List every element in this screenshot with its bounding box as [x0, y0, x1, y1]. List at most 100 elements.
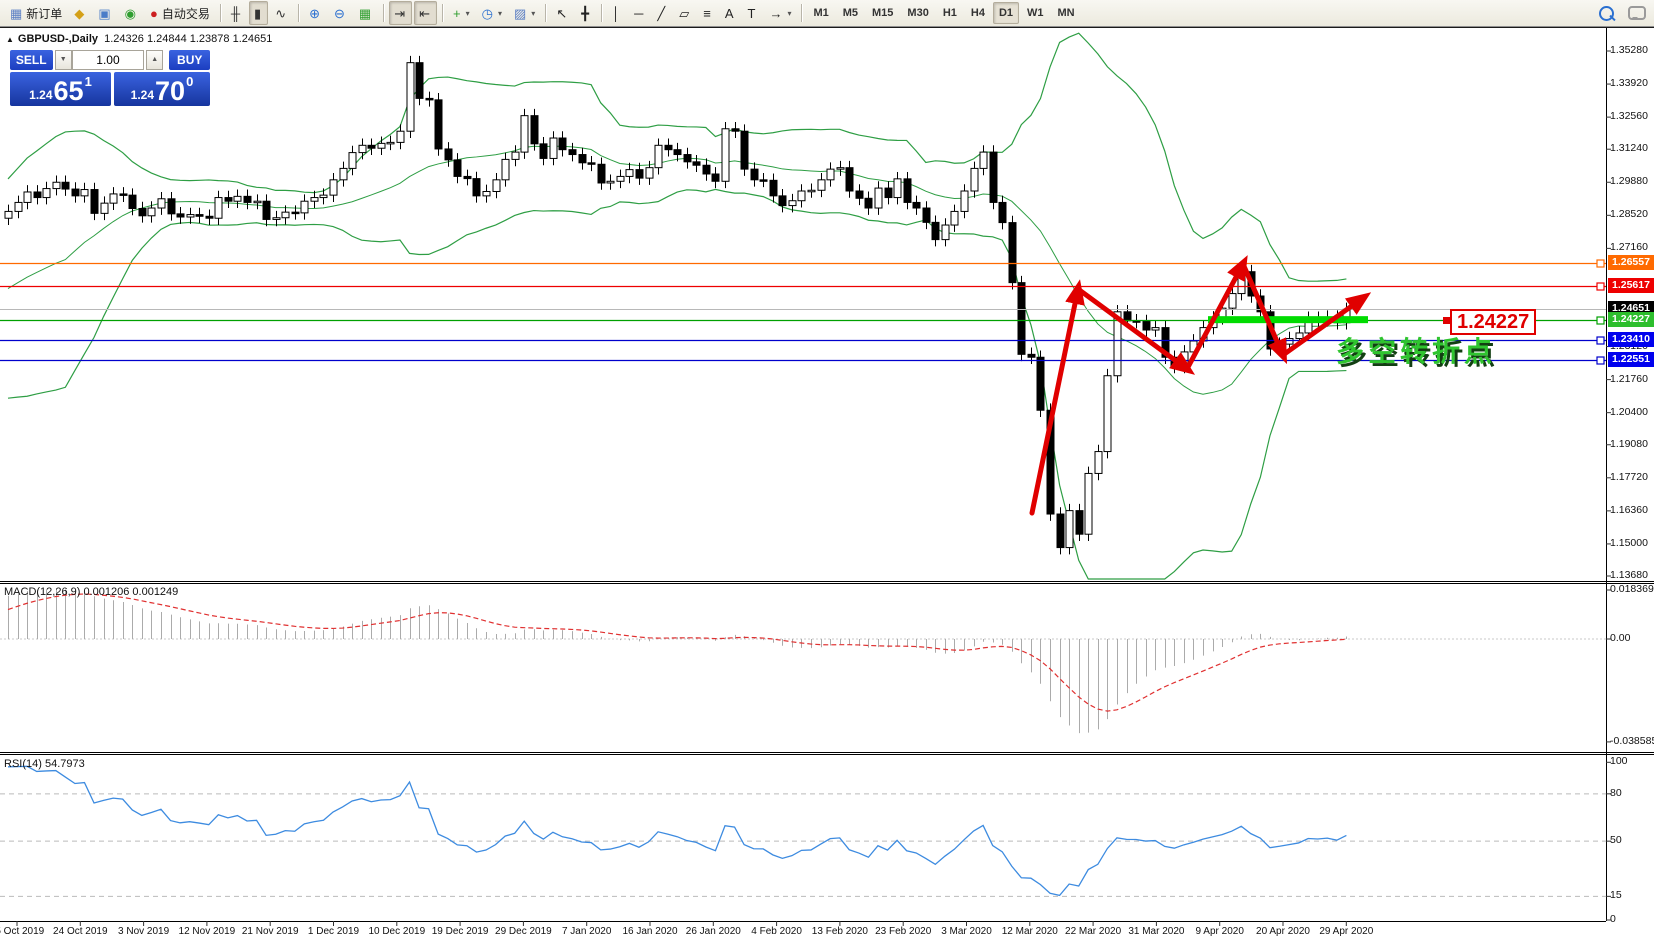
- sell-button[interactable]: SELL: [10, 50, 53, 70]
- toolbar-separator: [383, 4, 385, 22]
- date-tick-label: 4 Feb 2020: [751, 926, 802, 937]
- toolbar: ▦ 新订单 ◆ ▣ ◉ ● 自动交易 ╫ ▮ ∿ ⊕ ⊖ ▦ ⇥ ⇤ + ▾ ◷ ▾ ▨ ▾ ↖ ╋ │ ─ ╱ ▱ ≡ A T → ▾ M1 M…: [0, 0, 1654, 27]
- periods-button[interactable]: ◷ ▾: [477, 1, 507, 25]
- templates-button[interactable]: ▨ ▾: [509, 1, 540, 25]
- trendline-button[interactable]: ╱: [652, 1, 672, 25]
- volume-decrease-button[interactable]: ▼: [54, 50, 72, 70]
- line-chart-icon: ∿: [275, 5, 287, 21]
- timeframe-h1[interactable]: H1: [942, 7, 957, 19]
- indicators-icon: +: [453, 5, 461, 21]
- price-tick-label: 1.13680: [1610, 569, 1648, 581]
- chart-shift-button[interactable]: ⇤: [414, 1, 438, 25]
- sell-price-sup: 1: [84, 74, 92, 89]
- text-tool-button[interactable]: A: [720, 1, 741, 25]
- volume-input[interactable]: [71, 50, 144, 70]
- price-box-anchor: [1443, 317, 1450, 324]
- buy-button[interactable]: BUY: [169, 50, 210, 70]
- signals-icon: ◉: [124, 5, 136, 21]
- timeframe-m15[interactable]: M15: [872, 7, 894, 19]
- buy-price[interactable]: 1.24 70 0: [114, 72, 210, 106]
- text-label-icon: T: [747, 5, 756, 21]
- rsi-tick-label: 15: [1610, 889, 1622, 902]
- autotrading-button[interactable]: ● 自动交易: [149, 5, 210, 21]
- horizontal-line-button[interactable]: ─: [629, 1, 650, 25]
- chart-title: ▲ GBPUSD-,Daily 1.24326 1.24844 1.23878 1…: [6, 33, 272, 45]
- cursor-button[interactable]: ↖: [551, 1, 574, 25]
- collapse-icon[interactable]: ▲: [6, 35, 14, 44]
- timeframe-m1[interactable]: M1: [813, 7, 829, 19]
- date-tick-label: 12 Mar 2020: [1001, 926, 1058, 937]
- one-click-trading-panel: SELL ▼ ▲ BUY 1.24 65 1 1.24 70 0: [10, 50, 210, 106]
- volume-increase-button[interactable]: ▲: [145, 50, 164, 70]
- date-tick-label: 31 Mar 2020: [1128, 926, 1185, 937]
- level-price-label: 1.23410: [1608, 331, 1654, 347]
- new-order-icon: ▦: [10, 5, 23, 21]
- date-tick-label: 3 Mar 2020: [941, 926, 992, 937]
- level-price-label: 1.26557: [1608, 255, 1654, 271]
- indicators-button[interactable]: + ▾: [448, 1, 475, 25]
- price-tick-label: 1.16360: [1610, 503, 1648, 516]
- fibonacci-icon: ≡: [703, 5, 711, 21]
- date-tick-label: 7 Jan 2020: [561, 926, 612, 937]
- sell-price[interactable]: 1.24 65 1: [10, 72, 111, 106]
- price-tick-label: 1.32560: [1610, 110, 1648, 123]
- vertical-line-button[interactable]: │: [607, 1, 627, 25]
- date-tick-label: 22 Mar 2020: [1065, 926, 1122, 937]
- zoom-in-button[interactable]: ⊕: [304, 1, 327, 25]
- zoom-in-icon: ⊕: [309, 5, 321, 21]
- bollinger-upper-band: [7, 32, 1347, 282]
- timeframe-m5[interactable]: M5: [842, 7, 859, 19]
- rsi-tick-label: 100: [1610, 755, 1628, 768]
- zoom-out-button[interactable]: ⊖: [329, 1, 352, 25]
- arrows-tool-icon: →: [769, 5, 783, 21]
- rsi-tick-label: 0: [1610, 913, 1616, 925]
- macd-tick-label: 0.00: [1610, 632, 1631, 644]
- timeframe-m30[interactable]: M30: [907, 7, 929, 19]
- cursor-icon: ↖: [556, 5, 568, 21]
- macd-indicator-label: MACD(12,26,9) 0.001206 0.001249: [4, 586, 179, 598]
- level-price-label: 1.24227: [1608, 311, 1654, 327]
- fibonacci-button[interactable]: ≡: [698, 1, 718, 25]
- date-tick-label: 12 Nov 2019: [178, 926, 236, 937]
- navigator-button[interactable]: ▣: [93, 1, 117, 25]
- candlestick-chart-button[interactable]: ▮: [249, 1, 269, 25]
- crosshair-icon: ╋: [581, 5, 590, 21]
- timeframe-w1[interactable]: W1: [1027, 7, 1044, 19]
- ohlc-values: 1.24326 1.24844 1.23878 1.24651: [104, 33, 273, 45]
- price-level-box[interactable]: 1.24227: [1450, 309, 1537, 335]
- toolbar-separator: [545, 4, 547, 22]
- tile-windows-button[interactable]: ▦: [354, 1, 378, 25]
- timeframe-d1[interactable]: D1: [992, 2, 1020, 24]
- date-tick-label: 13 Feb 2020: [811, 926, 868, 937]
- text-label-button[interactable]: T: [742, 1, 762, 25]
- bar-chart-button[interactable]: ╫: [226, 1, 247, 25]
- chart-canvas[interactable]: [0, 28, 1654, 943]
- text-tool-icon: A: [724, 5, 734, 21]
- level-price-label: 1.22551: [1608, 352, 1654, 368]
- date-tick-label: 21 Nov 2019: [241, 926, 299, 937]
- timeframe-mn[interactable]: MN: [1057, 7, 1075, 19]
- chat-icon[interactable]: [1628, 6, 1646, 20]
- price-tick-label: 1.35280: [1610, 44, 1648, 56]
- arrows-tool-button[interactable]: → ▾: [764, 1, 796, 25]
- market-watch-button[interactable]: ◆: [69, 1, 91, 25]
- price-tick-label: 1.21760: [1610, 372, 1648, 385]
- candlestick-chart-icon: ▮: [254, 5, 262, 21]
- autotrading-icon: ●: [149, 5, 158, 21]
- turning-point-annotation[interactable]: 多空转折点: [1336, 336, 1497, 367]
- equidistant-channel-button[interactable]: ▱: [674, 1, 696, 25]
- timeframe-h4[interactable]: H4: [970, 7, 985, 19]
- rsi-tick-label: 80: [1610, 786, 1622, 799]
- chevron-down-icon: ▾: [531, 8, 536, 18]
- search-icon[interactable]: [1599, 5, 1614, 21]
- auto-scroll-button[interactable]: ⇥: [389, 1, 413, 25]
- signals-button[interactable]: ◉: [120, 1, 143, 25]
- price-tick-label: 1.28520: [1610, 208, 1648, 221]
- horizontal-line-icon: ─: [634, 5, 644, 21]
- crosshair-button[interactable]: ╋: [576, 1, 596, 25]
- new-order-button[interactable]: ▦ 新订单: [10, 5, 63, 21]
- date-tick-label: 20 Apr 2020: [1256, 926, 1310, 937]
- date-tick-label: 9 Apr 2020: [1195, 926, 1244, 937]
- line-chart-button[interactable]: ∿: [270, 1, 293, 25]
